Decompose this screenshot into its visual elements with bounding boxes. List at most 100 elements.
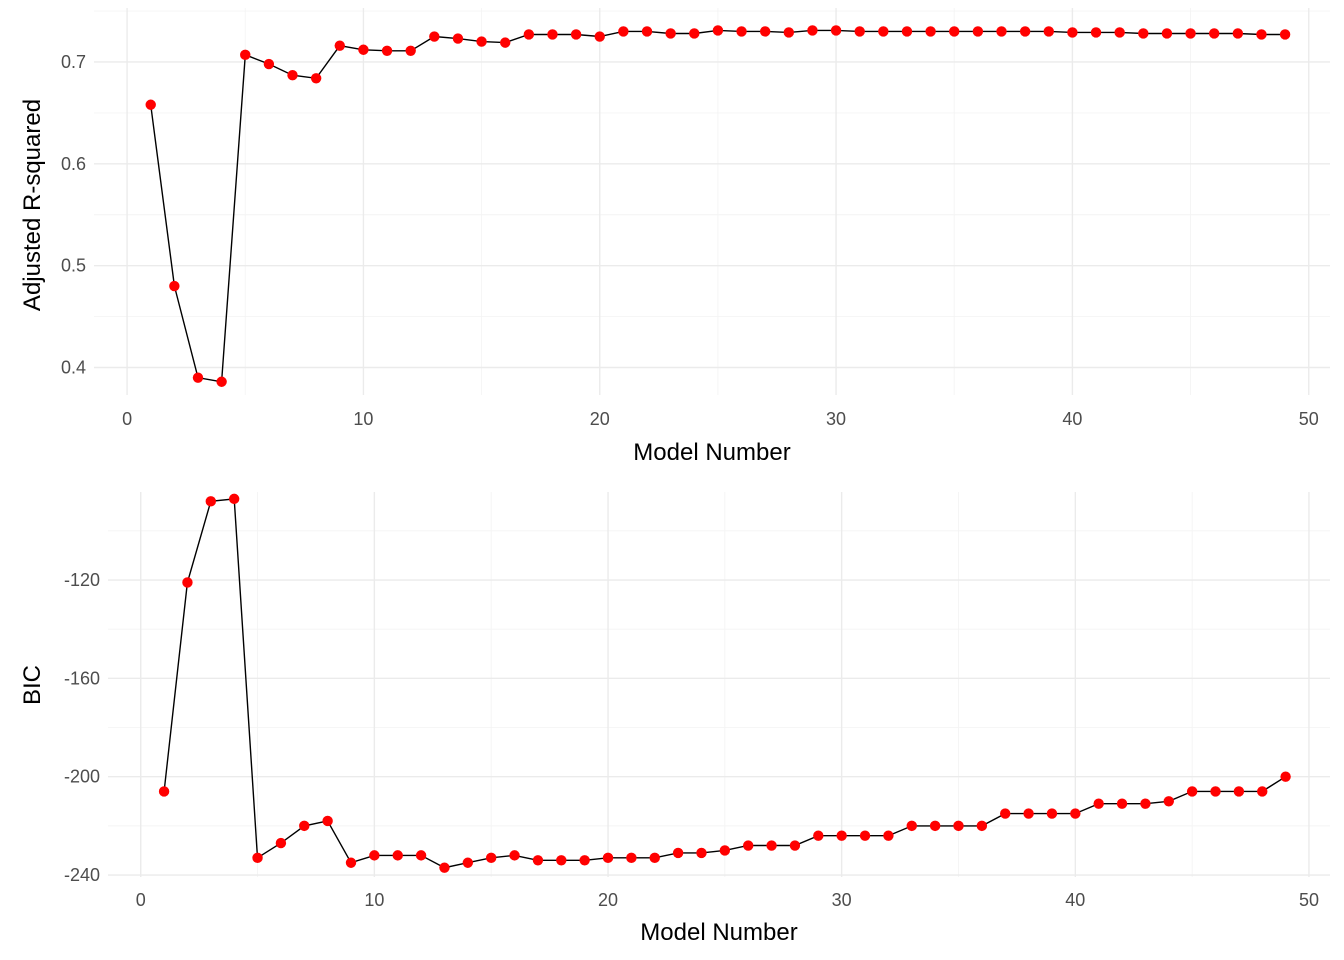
data-point [1114,27,1125,38]
data-point [972,26,984,37]
data-point [415,850,427,861]
data-point [509,850,520,861]
data-point [759,26,771,37]
y-axis-title: BIC [19,665,46,705]
data-point [263,58,275,70]
y-tick-label: 0.5 [61,256,86,276]
data-point [830,25,842,36]
data-point [689,28,700,39]
data-point [500,37,511,48]
data-point [1185,28,1196,39]
data-point [665,28,676,39]
data-point [392,850,403,861]
x-tick-label: 0 [136,890,146,910]
data-point [743,840,754,851]
x-tick-label: 20 [590,409,610,429]
data-point [381,45,393,56]
data-point [310,73,322,84]
x-tick-label: 20 [598,890,618,910]
data-point [158,786,170,797]
data-point [696,847,707,859]
data-point [712,25,724,36]
y-tick-label: -240 [64,865,100,885]
data-point [192,372,204,383]
data-point [807,25,818,36]
y-tick-label: -160 [64,668,100,688]
data-point [369,850,380,861]
data-point [1019,26,1031,37]
data-point [813,830,824,841]
data-point [287,70,298,81]
data-point [1067,27,1078,38]
data-point [1023,808,1034,819]
data-point [1161,28,1173,39]
data-point [906,820,917,832]
y-tick-label: -120 [64,570,100,590]
x-tick-label: 50 [1299,409,1319,429]
data-point [901,26,913,37]
data-point [145,99,156,110]
data-point [1280,771,1291,782]
data-point [579,855,590,866]
data-point [1210,786,1221,797]
data-point [1279,29,1291,40]
data-point [953,820,964,832]
data-point [618,26,629,37]
x-tick-label: 0 [122,409,132,429]
data-point [883,830,894,841]
data-point [976,820,988,832]
data-point [532,855,544,866]
data-point [1116,798,1128,809]
data-point [854,26,865,37]
data-point [228,493,240,505]
data-point [523,29,535,40]
y-tick-label: 0.4 [61,358,86,378]
data-point [641,26,653,37]
data-point [182,577,193,588]
data-point [672,847,684,859]
x-tick-label: 10 [364,890,384,910]
data-point [345,857,357,868]
adjusted-r-squared-panel: 0 10 20 30 40 50 0.4 0.5 0.6 0.7 Model Number Adjus… [19,8,1330,466]
x-tick-label: 50 [1299,890,1319,910]
data-point [429,31,440,42]
data-point [789,840,801,851]
data-point [547,29,558,40]
data-point [1257,786,1268,797]
y-tick-label: 0.7 [61,52,86,72]
data-point [929,820,941,832]
data-point [1043,26,1054,37]
data-point [216,376,227,387]
x-tick-label: 30 [832,890,852,910]
data-point [719,845,731,856]
data-point [649,852,660,864]
data-point [462,857,474,868]
data-point [275,837,287,849]
data-point [299,820,310,832]
x-tick-label: 40 [1065,890,1085,910]
data-point [252,852,263,864]
data-point [626,852,637,864]
data-point [322,815,333,827]
data-point [836,830,847,841]
data-point [1256,29,1267,40]
data-point [205,496,217,507]
bic-panel: 0 10 20 30 40 50 -240 -200 -160 -120 Model Number B… [19,492,1330,946]
x-tick-label: 30 [826,409,846,429]
x-axis-title: Model Number [640,919,797,946]
data-point [1186,786,1198,797]
data-point [439,862,450,873]
x-axis-title: Model Number [633,439,790,466]
data-point [1046,808,1058,819]
data-point [1070,808,1081,819]
data-point [996,26,1007,37]
data-point [1232,28,1244,39]
x-tick-label: 40 [1062,409,1082,429]
data-point [1233,786,1245,797]
data-point [240,49,251,61]
data-point [766,840,777,851]
data-point [878,26,889,37]
data-point [570,29,582,40]
data-point [859,830,871,841]
data-point [485,852,497,864]
